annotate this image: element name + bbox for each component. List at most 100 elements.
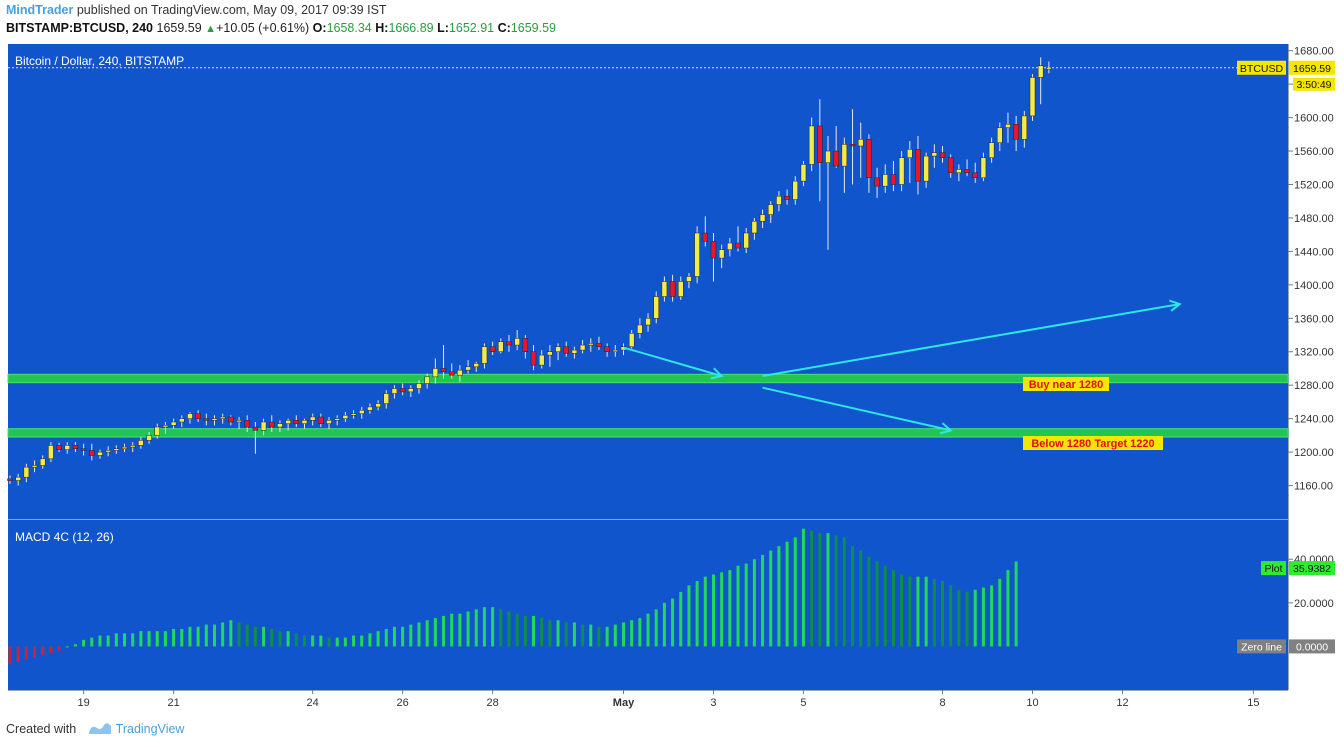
macd-bar [883, 565, 887, 647]
candle-body [833, 150, 839, 167]
macd-bar [998, 578, 1002, 647]
macd-bar [965, 591, 969, 647]
candle-body [350, 413, 357, 416]
candle-body [645, 318, 651, 326]
candle-body [269, 421, 275, 428]
arrowhead-icon [1169, 299, 1182, 312]
tradingview-logo-icon[interactable] [88, 721, 112, 738]
close-label: C: [497, 21, 511, 35]
candle-body [244, 420, 250, 428]
candle-body [399, 388, 406, 393]
macd-bar [294, 633, 298, 647]
arrowhead-icon [939, 422, 953, 435]
macd-bar [33, 646, 37, 658]
candle-body [228, 416, 234, 423]
macd-bar [417, 622, 421, 647]
candle-body [1029, 77, 1036, 117]
macd-bar [213, 624, 216, 647]
tradingview-link[interactable]: TradingView [115, 721, 185, 736]
macd-bar [253, 626, 257, 647]
chart-area[interactable]: Buy near 1280 Below 1280 Target 1220 1680… [0, 0, 1344, 720]
countdown-label: 3:50:49 [1296, 79, 1331, 91]
macd-bar [818, 533, 822, 647]
macd-bar [163, 631, 167, 647]
candle-body [154, 426, 160, 436]
time-tick-label: 26 [397, 697, 409, 709]
candle-body [39, 458, 46, 466]
macd-bar [695, 581, 699, 647]
macd-bar [867, 557, 871, 647]
trend-arrow-0 [623, 346, 722, 377]
price-tick-label: 1520.00 [1294, 179, 1334, 191]
price-tag-value: 1659.59 [1293, 63, 1331, 75]
macd-bar [842, 537, 846, 647]
macd-bar [548, 620, 552, 647]
last-price: 1659.59 [156, 21, 202, 35]
price-tick-label: 1600.00 [1294, 113, 1334, 125]
candle-body [179, 418, 185, 423]
macd-bar [499, 609, 503, 647]
candle-body [146, 435, 152, 441]
time-tick-label: 3 [710, 697, 716, 709]
plot-tag-value: 35.9382 [1293, 563, 1331, 575]
plot-tag-label: Plot [1264, 563, 1282, 575]
macd-bar [793, 537, 797, 647]
macd-bar [65, 646, 69, 648]
candle-body [473, 363, 480, 368]
candle-body [498, 341, 504, 352]
macd-bar [319, 635, 323, 647]
macd-bar [605, 626, 609, 647]
macd-bar [523, 615, 527, 647]
macd-bar [736, 565, 740, 647]
candle-body [121, 446, 128, 450]
open-label: O: [312, 21, 327, 35]
time-tick-label: 19 [77, 697, 89, 709]
candle-body [538, 354, 545, 366]
macd-bar [82, 639, 86, 647]
time-axis[interactable]: 19 21 24 26 28 May 3 5 8 10 12 15 [77, 690, 1259, 709]
candle-body [694, 232, 700, 277]
price-axis[interactable]: 1680.001640.001600.001560.001520.001480.… [1288, 46, 1334, 493]
annotations-layer: Buy near 1280 Below 1280 Target 1220 [1023, 377, 1163, 450]
macd-bar [311, 635, 315, 647]
candle-body [604, 346, 610, 352]
macd-bar [327, 637, 331, 647]
candle-body [285, 420, 291, 424]
price-tag-symbol: BTCUSD [1240, 63, 1284, 75]
candle-body [817, 125, 823, 163]
macd-pane-background[interactable] [8, 520, 1288, 690]
macd-bar [662, 602, 666, 647]
candle-body [727, 242, 733, 250]
candle-body [555, 346, 561, 352]
plot-tag-value-box [1289, 561, 1335, 576]
low-label: L: [437, 21, 449, 35]
candle-body [637, 324, 643, 334]
macd-tick-label: 20.0000 [1294, 598, 1334, 610]
macd-bar [270, 628, 274, 647]
candle-body [563, 346, 569, 354]
candle-body [866, 139, 872, 179]
macd-bar [532, 615, 536, 647]
candle-body [7, 478, 13, 481]
macd-bar [139, 631, 143, 647]
macd-bar [221, 622, 225, 647]
candle-body [219, 416, 226, 419]
time-tick-label: 5 [800, 697, 806, 709]
candle-body [432, 368, 439, 378]
macd-bar [98, 635, 102, 647]
candle-body [481, 346, 488, 364]
candle-body [612, 349, 619, 352]
candle-body [579, 344, 586, 351]
macd-bar [384, 628, 388, 647]
candle-body [187, 413, 193, 419]
author-link[interactable]: MindTrader [6, 3, 74, 17]
macd-bar [114, 633, 118, 647]
support-zone-0 [7, 373, 1289, 384]
created-with-label: Created with [6, 721, 77, 736]
countdown-box [1293, 77, 1335, 91]
axis-tags-layer: BTCUSD 1659.59 3:50:49 Plot 35.9382 Zero line… [1237, 60, 1335, 654]
macd-bar [900, 574, 904, 647]
macd-bar [73, 644, 77, 647]
candle-body [530, 351, 537, 366]
candle-body [72, 445, 79, 450]
